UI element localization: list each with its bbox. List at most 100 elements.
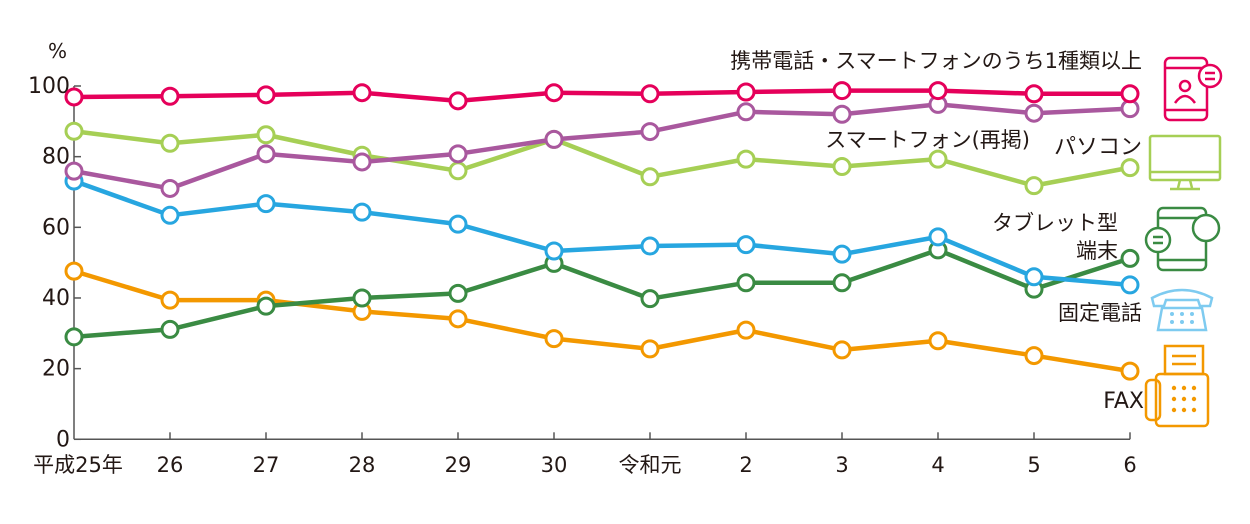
data-point xyxy=(832,244,852,264)
data-point xyxy=(1024,176,1044,196)
data-point xyxy=(1024,103,1044,123)
label-smartphone: スマートフォン(再掲) xyxy=(825,128,1030,152)
series-1 xyxy=(64,94,1140,198)
fax-icon xyxy=(1144,344,1210,428)
data-point xyxy=(64,121,84,141)
data-point xyxy=(736,235,756,255)
data-point xyxy=(160,290,180,310)
data-point xyxy=(352,83,372,103)
data-point xyxy=(736,102,756,122)
label-tablet-1: タブレット型 xyxy=(992,211,1118,235)
data-point xyxy=(544,83,564,103)
axes: 0 20 40 60 80 100 平成25年 26 27 28 29 30 令和元 2 3 4 5 6 xyxy=(28,74,1137,477)
series-4 xyxy=(64,171,1140,295)
series-labels: % 携帯電話・スマートフォンのうち1種類以上 スマートフォン(再掲) パソコン … xyxy=(48,39,1144,414)
data-point xyxy=(1120,248,1140,268)
data-point xyxy=(640,339,660,359)
series-3 xyxy=(64,240,1140,347)
data-point xyxy=(1024,346,1044,366)
data-point xyxy=(160,178,180,198)
series-line xyxy=(73,247,1131,340)
series-line xyxy=(73,102,1131,191)
data-point xyxy=(832,157,852,177)
label-pc: パソコン xyxy=(1054,135,1142,160)
data-point xyxy=(352,288,372,308)
data-point xyxy=(736,82,756,102)
data-point xyxy=(928,81,948,101)
x-tick-label: 30 xyxy=(541,453,568,477)
data-point xyxy=(448,309,468,329)
label-mobile: 携帯電話・スマートフォンのうち1種類以上 xyxy=(730,49,1142,73)
data-point xyxy=(928,331,948,351)
tablet-chat-icon xyxy=(1144,206,1221,272)
series-line xyxy=(73,88,1130,104)
data-point xyxy=(640,236,660,256)
x-tick-label: 4 xyxy=(931,453,944,477)
data-point xyxy=(256,144,276,164)
data-point xyxy=(1120,84,1140,104)
data-point xyxy=(256,85,276,105)
data-point xyxy=(448,91,468,111)
x-tick-label: 28 xyxy=(349,453,376,477)
y-tick-label: 60 xyxy=(42,215,70,240)
x-tick-label: 6 xyxy=(1123,453,1136,477)
label-landline: 固定電話 xyxy=(1058,301,1142,325)
data-point xyxy=(352,152,372,172)
x-tick-label: 5 xyxy=(1027,453,1040,477)
data-point xyxy=(1024,84,1044,104)
data-point xyxy=(352,202,372,222)
data-point xyxy=(640,289,660,309)
data-point xyxy=(1024,267,1044,287)
series-5 xyxy=(64,261,1140,381)
data-point xyxy=(448,161,468,181)
y-tick-label: 80 xyxy=(42,145,70,170)
label-tablet-2: 端末 xyxy=(1076,239,1118,263)
x-tick-label: 29 xyxy=(445,453,472,477)
data-point xyxy=(64,161,84,181)
x-tick-label: 26 xyxy=(157,453,184,477)
x-tick-label: 3 xyxy=(835,453,848,477)
data-point xyxy=(160,319,180,339)
y-tick-label: 100 xyxy=(28,74,70,99)
data-point xyxy=(256,296,276,316)
data-point xyxy=(640,167,660,187)
label-fax: FAX xyxy=(1103,389,1144,414)
series-line xyxy=(73,268,1131,374)
series-line xyxy=(73,128,1131,188)
data-point xyxy=(544,241,564,261)
data-point xyxy=(832,273,852,293)
data-point xyxy=(832,340,852,360)
data-point xyxy=(448,214,468,234)
y-tick-label: 0 xyxy=(56,427,70,452)
data-point xyxy=(448,144,468,164)
data-point xyxy=(544,329,564,349)
data-point xyxy=(64,327,84,347)
data-point xyxy=(1120,275,1140,295)
data-point xyxy=(832,81,852,101)
telephone-icon xyxy=(1150,288,1214,332)
data-point xyxy=(160,86,180,106)
y-axis-unit: % xyxy=(48,39,67,63)
data-point xyxy=(640,122,660,142)
data-point xyxy=(256,194,276,214)
smartphone-chat-icon xyxy=(1163,56,1223,122)
data-point xyxy=(544,129,564,149)
data-point xyxy=(448,283,468,303)
y-tick-label: 40 xyxy=(42,286,70,311)
data-point xyxy=(736,273,756,293)
data-point xyxy=(1120,158,1140,178)
data-point xyxy=(1120,361,1140,381)
data-point xyxy=(736,149,756,169)
data-point xyxy=(928,227,948,247)
x-tick-label: 平成25年 xyxy=(33,453,123,477)
series-0 xyxy=(64,81,1140,111)
x-tick-label: 令和元 xyxy=(619,453,682,477)
icons xyxy=(1144,56,1223,428)
data-point xyxy=(160,133,180,153)
data-point xyxy=(928,149,948,169)
data-point xyxy=(832,104,852,124)
data-point xyxy=(160,205,180,225)
x-tick-label: 27 xyxy=(253,453,280,477)
data-point xyxy=(256,125,276,145)
